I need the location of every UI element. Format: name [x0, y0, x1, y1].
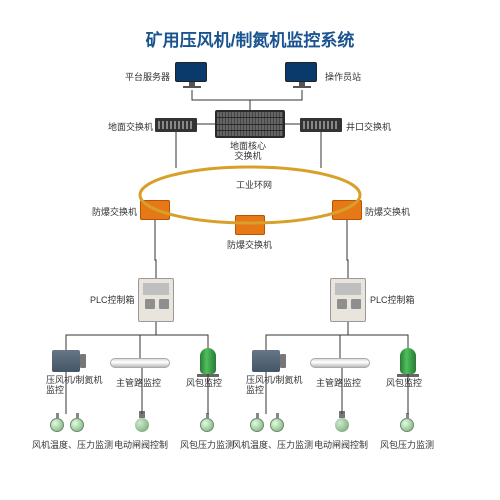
ground-switch-label: 地面交换机	[108, 120, 153, 133]
tank-left-icon	[200, 348, 216, 374]
sensor-4-icon	[400, 418, 414, 432]
plc-left-icon	[138, 278, 174, 322]
sensor-3-label: 风机温度、压力监测	[232, 438, 313, 451]
pipe-left-icon	[110, 358, 170, 368]
compressor-right-label: 压风机/制氮机 监控	[246, 376, 303, 396]
tank-right-label: 风包监控	[386, 376, 422, 389]
valve-2-icon	[335, 418, 349, 432]
ground-switch-icon	[155, 118, 197, 132]
sensor-1b-icon	[70, 418, 84, 432]
server-label: 平台服务器	[125, 70, 170, 83]
workstation-label: 操作员站	[325, 70, 361, 83]
plc-right-label: PLC控制箱	[370, 293, 415, 306]
sensor-2-icon	[200, 418, 214, 432]
core-switch-icon	[215, 110, 285, 138]
server-icon	[175, 62, 209, 90]
ring-label: 工业环网	[236, 178, 272, 191]
explosion-switch-right-label: 防爆交换机	[365, 205, 410, 218]
compressor-left-label: 压风机/制氮机 监控	[46, 376, 103, 396]
well-switch-label: 井口交换机	[346, 120, 391, 133]
compressor-left-icon	[52, 350, 80, 372]
pipe-right-icon	[310, 358, 370, 368]
sensor-3b-icon	[270, 418, 284, 432]
sensor-1-icon	[50, 418, 64, 432]
explosion-switch-center-icon	[235, 215, 265, 235]
sensor-4-label: 风包压力监测	[380, 438, 434, 451]
pipe-left-label: 主管路监控	[116, 376, 161, 389]
explosion-switch-center-label: 防爆交换机	[227, 238, 272, 251]
diagram-title: 矿用压风机/制氮机监控系统	[0, 26, 500, 51]
pipe-right-label: 主管路监控	[316, 376, 361, 389]
plc-left-label: PLC控制箱	[90, 293, 135, 306]
workstation-icon	[285, 62, 319, 90]
sensor-1-label: 风机温度、压力监测	[32, 438, 113, 451]
explosion-switch-right-icon	[332, 200, 362, 220]
sensor-2-label: 风包压力监测	[180, 438, 234, 451]
tank-right-icon	[400, 348, 416, 374]
valve-1-label: 电动闸阀控制	[114, 438, 168, 451]
core-switch-label: 地面核心 交换机	[230, 142, 266, 162]
well-switch-icon	[300, 118, 342, 132]
valve-1-icon	[135, 418, 149, 432]
valve-2-label: 电动闸阀控制	[314, 438, 368, 451]
explosion-switch-left-icon	[140, 200, 170, 220]
explosion-switch-left-label: 防爆交换机	[92, 205, 137, 218]
diagram-canvas: 矿用压风机/制氮机监控系统 平台服务器 操作员站 地面核心 交换机 地面交换机 …	[0, 0, 500, 500]
tank-left-label: 风包监控	[186, 376, 222, 389]
plc-right-icon	[330, 278, 366, 322]
sensor-3-icon	[250, 418, 264, 432]
compressor-right-icon	[252, 350, 280, 372]
